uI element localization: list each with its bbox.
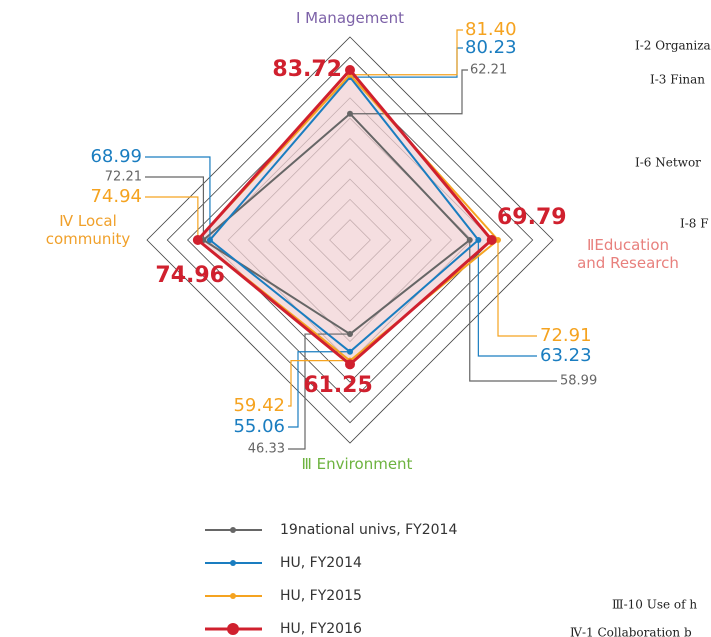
leader-line <box>288 351 350 428</box>
point <box>192 235 203 245</box>
leader-line <box>145 156 211 240</box>
side-label: I-6 Networ <box>635 156 701 170</box>
side-label: Ⅳ-1 Collaboration b <box>570 626 692 637</box>
value-label: 72.91 <box>540 325 592 346</box>
side-label: Ⅲ-10 Use of h <box>612 598 697 612</box>
value-label: 81.40 <box>465 19 517 40</box>
leader-line <box>350 29 463 76</box>
value-label: 63.23 <box>540 345 592 366</box>
value-label: 83.72 <box>272 57 342 82</box>
value-label: 61.25 <box>303 373 373 398</box>
leader-line <box>145 176 205 240</box>
value-label: 74.94 <box>90 186 142 207</box>
axis-label-line: Ⅲ Environment <box>302 455 413 473</box>
axis-label-line: community <box>46 230 131 248</box>
value-label: 69.79 <box>497 205 567 230</box>
legend-marker <box>227 623 239 635</box>
grid-ring <box>166 56 534 424</box>
point <box>345 359 355 370</box>
point <box>347 110 353 117</box>
leader-line <box>350 47 463 78</box>
value-label: 72.21 <box>105 170 142 185</box>
axis-label-line: Ⅳ Local <box>59 212 117 230</box>
value-label: 59.42 <box>233 395 285 416</box>
axis-label-line: Ⅰ Management <box>296 9 404 27</box>
value-label: 80.23 <box>465 37 517 58</box>
leader-line <box>350 69 468 115</box>
value-label: 55.06 <box>233 416 285 437</box>
legend-marker <box>230 527 236 533</box>
axis-label: Ⅲ Environment <box>302 455 413 473</box>
leader-line <box>145 196 199 240</box>
point <box>347 348 353 355</box>
axis-label: ⅡEducation and Research <box>577 236 679 272</box>
point <box>466 237 473 243</box>
value-label: 58.99 <box>560 374 597 389</box>
axis-label: Ⅰ Management <box>296 9 404 27</box>
area <box>197 70 492 365</box>
point <box>495 237 502 243</box>
leader-line <box>497 240 537 337</box>
point <box>345 65 355 76</box>
legend-label: HU, FY2014 <box>280 555 362 571</box>
side-label: I-2 Organiza <box>635 39 711 53</box>
leader-line <box>477 240 537 357</box>
point <box>347 331 353 338</box>
value-label: 74.96 <box>155 263 225 288</box>
point <box>486 235 497 245</box>
grid-ring <box>187 77 513 403</box>
legend-label: HU, FY2015 <box>280 588 362 604</box>
point <box>206 237 213 243</box>
leader-line <box>288 360 350 407</box>
legend-marker <box>230 560 236 566</box>
value-label: 68.99 <box>90 146 142 167</box>
legend-marker <box>230 593 236 599</box>
value-label: 62.21 <box>470 63 507 78</box>
side-label: I-3 Finan <box>650 73 705 87</box>
axis-label: Ⅳ Local community <box>46 212 131 248</box>
value-label: 46.33 <box>248 442 285 457</box>
axis-label-line: ⅡEducation <box>587 236 669 254</box>
legend-label: 19national univs, FY2014 <box>280 522 457 538</box>
point <box>475 237 482 243</box>
side-label: I-8 F <box>680 217 709 231</box>
axis-label-line: and Research <box>577 254 679 272</box>
legend-label: HU, FY2016 <box>280 621 362 637</box>
grid-ring <box>146 36 554 444</box>
leader-line <box>469 240 557 382</box>
